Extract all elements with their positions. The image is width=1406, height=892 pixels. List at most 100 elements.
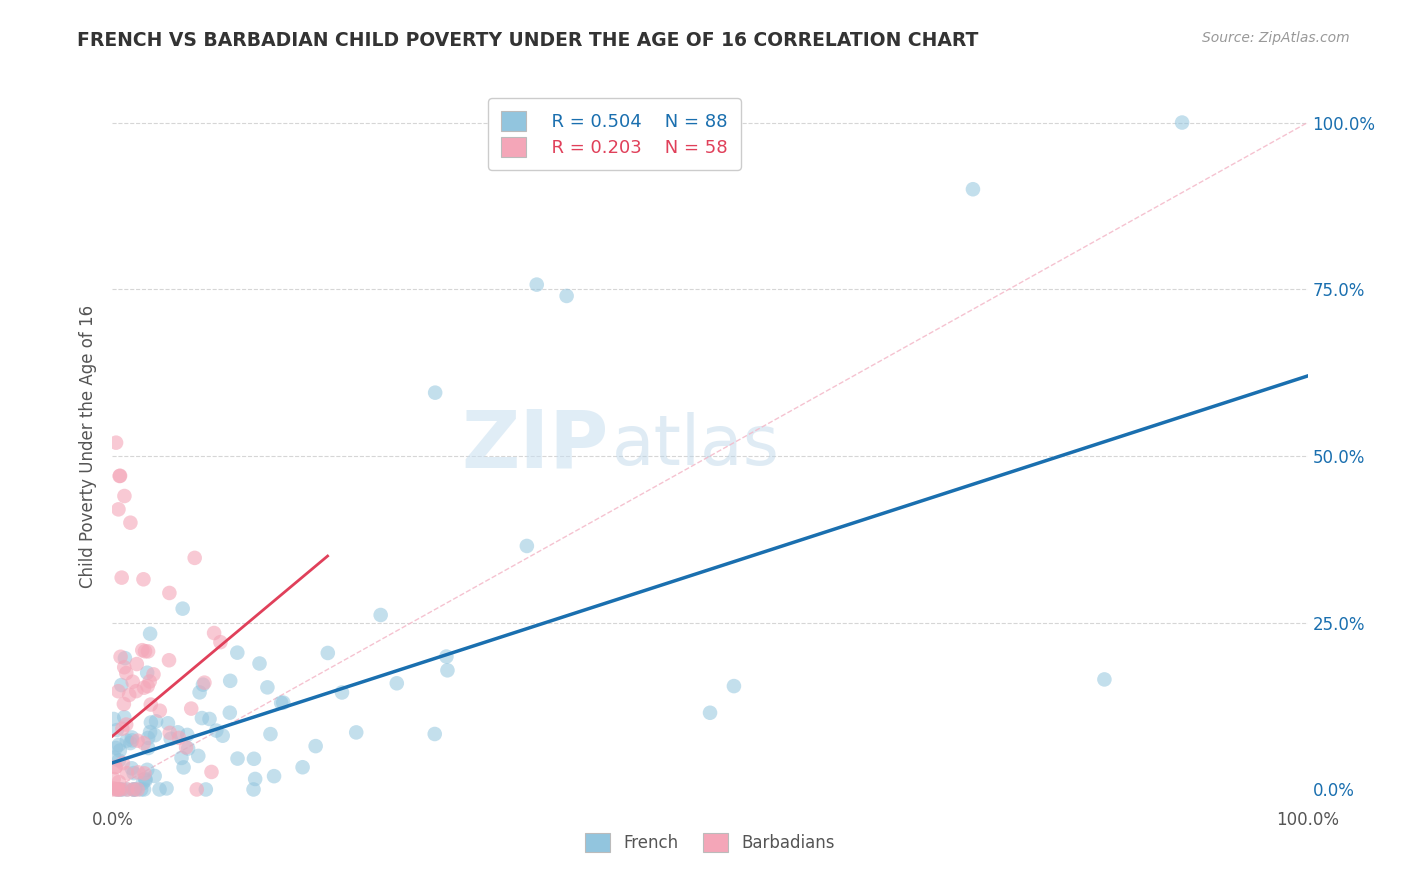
Point [131,643,153,657]
Point [136,665,159,680]
Point [259,727,281,741]
Point [107,502,129,516]
Point [219,673,242,688]
Point [139,715,162,730]
Point [132,782,155,797]
Point [136,763,159,777]
Point [111,756,134,771]
Point [105,782,128,797]
Point [1171,115,1194,129]
Point [330,685,353,699]
Point [108,469,131,483]
Point [205,723,228,738]
Point [148,782,170,797]
Point [121,674,143,689]
Point [107,782,129,797]
Point [104,760,127,774]
Point [139,626,162,640]
Point [218,706,240,720]
Point [111,722,134,736]
Point [108,754,131,768]
Point [105,435,128,450]
Point [370,607,392,622]
Point [104,760,127,774]
Point [103,750,125,764]
Text: FRENCH VS BARBADIAN CHILD POVERTY UNDER THE AGE OF 16 CORRELATION CHART: FRENCH VS BARBADIAN CHILD POVERTY UNDER … [77,31,979,50]
Point [962,182,984,196]
Point [111,782,134,797]
Point [120,516,142,530]
Point [149,704,172,718]
Point [723,679,745,693]
Point [110,678,132,692]
Point [112,660,135,674]
Point [118,688,141,702]
Point [142,667,165,681]
Point [226,646,249,660]
Point [180,701,202,715]
Point [134,644,156,658]
Point [191,711,214,725]
Point [132,776,155,790]
Point [385,676,408,690]
Point [134,773,156,788]
Point [423,727,446,741]
Point [115,766,138,780]
Point [132,736,155,750]
Point [194,782,217,797]
Point [136,731,159,745]
Point [211,729,233,743]
Point [125,657,148,671]
Point [243,772,266,786]
Point [159,731,181,746]
Point [105,723,128,737]
Point [436,649,458,664]
Point [202,626,225,640]
Point [117,782,139,797]
Point [145,714,167,729]
Point [115,666,138,681]
Text: ZIP: ZIP [461,407,609,485]
Point [263,769,285,783]
Point [122,782,145,797]
Point [134,766,156,780]
Point [114,651,136,665]
Point [122,766,145,780]
Point [198,712,221,726]
Point [209,635,232,649]
Point [111,571,134,585]
Point [157,586,180,600]
Point [121,761,143,775]
Point [155,781,177,796]
Point [555,289,578,303]
Point [271,696,294,710]
Point [156,716,179,731]
Point [110,649,132,664]
Point [107,738,129,752]
Point [526,277,548,292]
Point [114,489,135,503]
Point [1094,673,1116,687]
Point [103,782,125,797]
Point [115,782,138,797]
Point [108,468,131,483]
Point [436,663,458,677]
Point [125,684,148,698]
Point [183,550,205,565]
Point [103,772,125,786]
Point [305,739,328,753]
Point [200,764,222,779]
Point [187,748,209,763]
Point [104,741,127,756]
Point [143,728,166,742]
Point [193,675,215,690]
Point [134,772,156,786]
Point [136,644,159,658]
Point [122,782,145,797]
Point [176,728,198,742]
Point [103,781,125,796]
Point [291,760,314,774]
Point [124,782,146,797]
Point [270,696,292,710]
Point [191,678,214,692]
